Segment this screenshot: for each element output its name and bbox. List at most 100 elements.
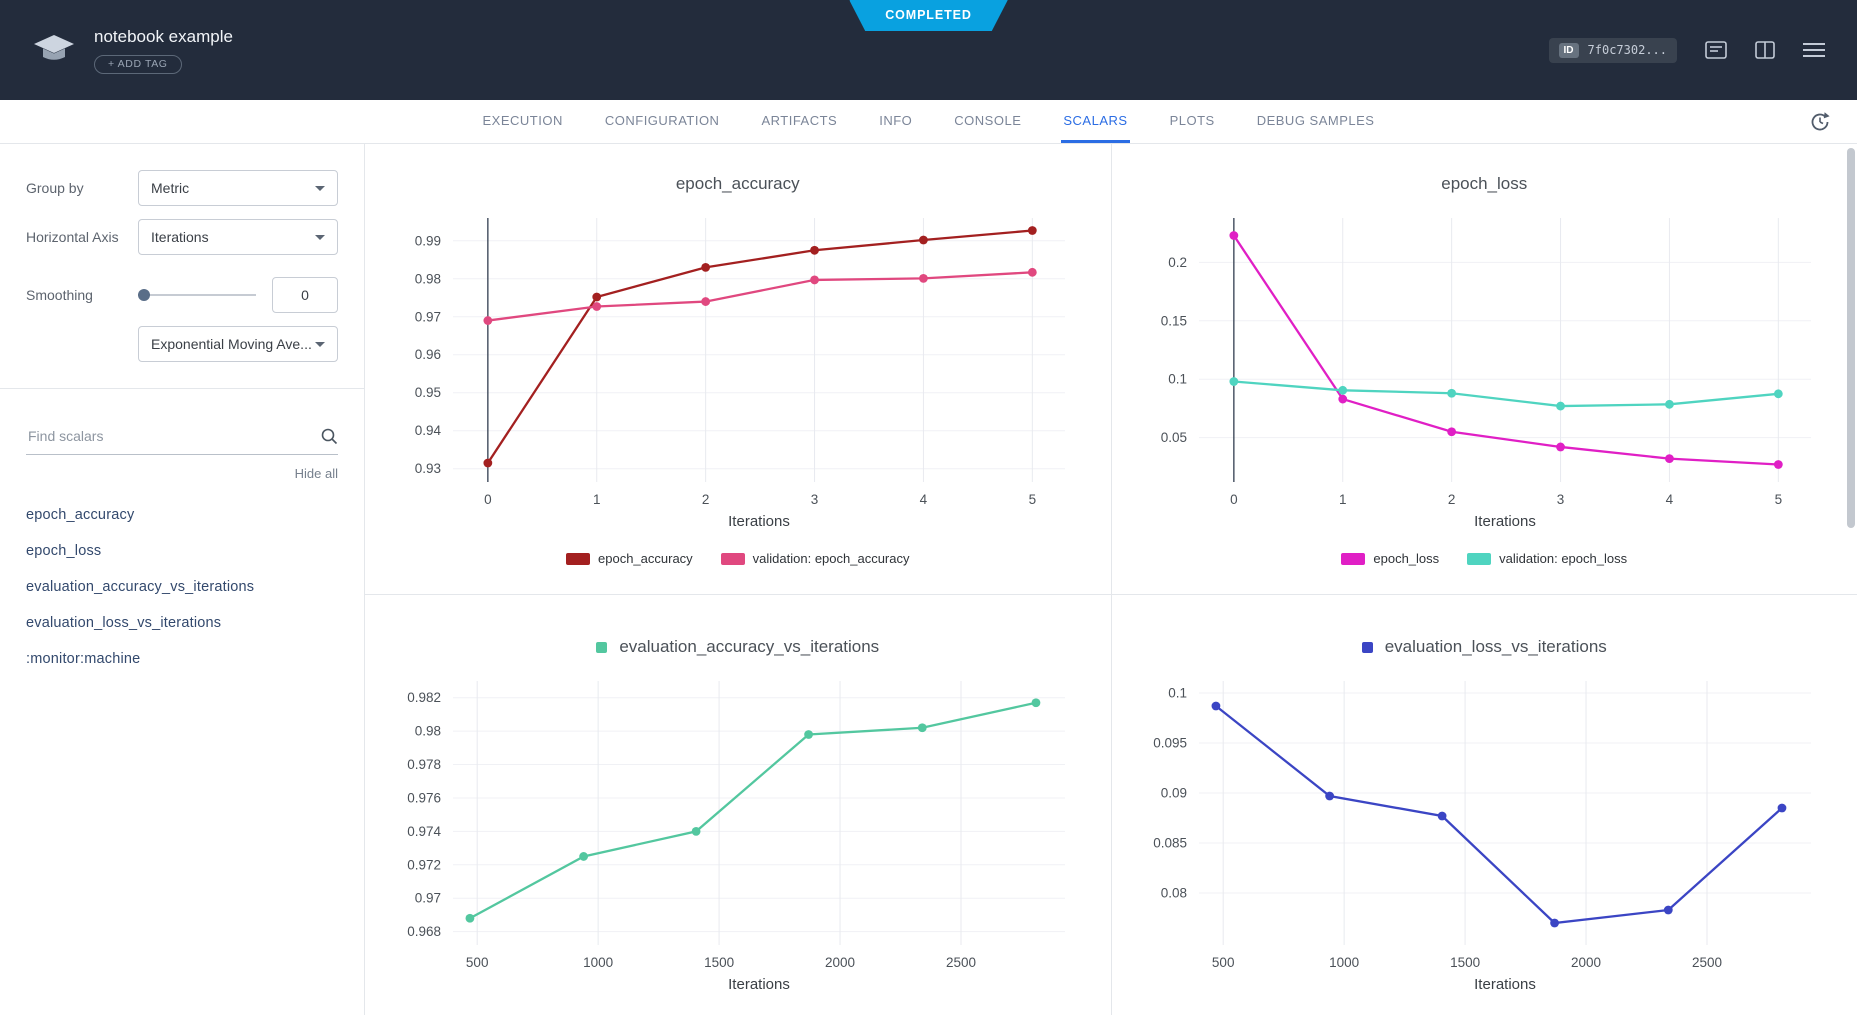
svg-text:Iterations: Iterations bbox=[728, 513, 790, 530]
group-by-select[interactable]: Metric bbox=[138, 170, 338, 206]
sidebar-metric-epoch-accuracy[interactable]: epoch_accuracy bbox=[26, 507, 135, 523]
chart-title-swatch bbox=[1361, 641, 1373, 653]
svg-text:500: 500 bbox=[1212, 955, 1235, 970]
chart-epoch-loss: epoch_loss 0.05 0.1 0.15 0.2 0 1 2 3 4 5 Iteration… bbox=[1112, 144, 1857, 594]
chart-epoch-accuracy: epoch_accuracy 0.93 0.94 0.95 0.96 0.97 0.98 0… bbox=[365, 144, 1112, 594]
horizontal-axis-select[interactable]: Iterations bbox=[138, 219, 338, 255]
charts-grid: epoch_accuracy 0.93 0.94 0.95 0.96 0.97 0.98 0… bbox=[365, 144, 1857, 1015]
smoothing-slider[interactable] bbox=[138, 289, 256, 301]
svg-text:0.99: 0.99 bbox=[414, 233, 440, 248]
app-logo-icon bbox=[32, 33, 76, 67]
tab-console[interactable]: CONSOLE bbox=[954, 112, 1022, 128]
legend-label: epoch_loss bbox=[1373, 551, 1440, 566]
svg-text:Iterations: Iterations bbox=[1474, 976, 1536, 993]
tab-plots[interactable]: PLOTS bbox=[1169, 112, 1215, 128]
tab-artifacts[interactable]: ARTIFACTS bbox=[761, 112, 838, 128]
content-area: Group by Metric Horizontal Axis Iteratio… bbox=[0, 144, 1857, 1015]
svg-text:0.095: 0.095 bbox=[1153, 736, 1187, 751]
experiment-title: notebook example bbox=[94, 26, 233, 46]
svg-text:2500: 2500 bbox=[946, 955, 976, 970]
vertical-scrollbar-thumb[interactable] bbox=[1847, 148, 1855, 528]
chart-evaluation-loss-vs-iterations: evaluation_loss_vs_iterations 0.08 0.085 0… bbox=[1112, 595, 1857, 1015]
group-by-row: Group by Metric bbox=[0, 170, 364, 206]
svg-text:0: 0 bbox=[1230, 492, 1238, 507]
svg-text:2500: 2500 bbox=[1692, 955, 1722, 970]
legend-label: epoch_accuracy bbox=[598, 551, 693, 566]
sidebar-metric-evaluation-loss[interactable]: evaluation_loss_vs_iterations bbox=[26, 615, 222, 631]
tab-configuration[interactable]: CONFIGURATION bbox=[604, 112, 720, 128]
svg-text:0.982: 0.982 bbox=[407, 690, 441, 705]
tab-info[interactable]: INFO bbox=[879, 112, 913, 128]
smoothing-label: Smoothing bbox=[26, 287, 93, 303]
svg-text:1: 1 bbox=[1339, 492, 1347, 507]
add-tag-button[interactable]: + ADD TAG bbox=[94, 54, 182, 74]
find-scalars-input[interactable] bbox=[26, 427, 320, 445]
charts-row-bottom: evaluation_accuracy_vs_iterations 0.968 0… bbox=[365, 595, 1857, 1015]
svg-text:5: 5 bbox=[1028, 492, 1036, 507]
hide-all-row: Hide all bbox=[26, 465, 338, 483]
svg-text:0.2: 0.2 bbox=[1168, 255, 1187, 270]
svg-text:0.05: 0.05 bbox=[1161, 430, 1187, 445]
status-badge: COMPLETED bbox=[849, 0, 1008, 31]
horizontal-axis-label: Horizontal Axis bbox=[26, 229, 119, 245]
svg-text:500: 500 bbox=[466, 955, 489, 970]
svg-text:0.09: 0.09 bbox=[1161, 786, 1187, 801]
sidebar-divider bbox=[0, 388, 364, 389]
legend-item[interactable]: epoch_loss bbox=[1341, 551, 1439, 566]
vertical-scrollbar bbox=[1847, 148, 1855, 1011]
scalars-sidebar: Group by Metric Horizontal Axis Iteratio… bbox=[0, 144, 365, 1015]
chart-canvas[interactable]: 0.968 0.97 0.972 0.974 0.976 0.978 0.98 0.982 50… bbox=[373, 667, 1103, 1002]
chart-title-text: evaluation_loss_vs_iterations bbox=[1384, 637, 1607, 656]
smoothing-type-select[interactable]: Exponential Moving Ave... bbox=[138, 326, 338, 362]
app-header: COMPLETED notebook example + ADD TAG ID … bbox=[0, 0, 1857, 100]
tab-execution[interactable]: EXECUTION bbox=[482, 112, 563, 128]
chart-evaluation-accuracy-vs-iterations: evaluation_accuracy_vs_iterations 0.968 0… bbox=[365, 595, 1112, 1015]
title-block: notebook example + ADD TAG bbox=[94, 27, 233, 74]
smoothing-value-input[interactable] bbox=[272, 277, 338, 313]
svg-text:0: 0 bbox=[484, 492, 492, 507]
svg-text:5: 5 bbox=[1775, 492, 1783, 507]
svg-text:4: 4 bbox=[919, 492, 927, 507]
svg-text:4: 4 bbox=[1666, 492, 1674, 507]
sidebar-metric-evaluation-accuracy[interactable]: evaluation_accuracy_vs_iterations bbox=[26, 579, 255, 595]
svg-text:Iterations: Iterations bbox=[1474, 513, 1536, 530]
svg-text:0.93: 0.93 bbox=[414, 461, 440, 476]
smoothing-slider-thumb[interactable] bbox=[138, 289, 150, 301]
svg-text:0.98: 0.98 bbox=[414, 271, 440, 286]
chevron-down-icon bbox=[315, 185, 325, 191]
horizontal-axis-value: Iterations bbox=[151, 229, 209, 245]
chart-title-text: evaluation_accuracy_vs_iterations bbox=[619, 637, 880, 656]
id-badge-label: ID bbox=[1558, 42, 1579, 58]
svg-text:2: 2 bbox=[702, 492, 710, 507]
svg-text:0.97: 0.97 bbox=[414, 309, 440, 324]
svg-text:Iterations: Iterations bbox=[728, 976, 790, 993]
svg-text:0.978: 0.978 bbox=[407, 757, 441, 772]
experiment-id-chip[interactable]: ID 7f0c7302... bbox=[1548, 37, 1677, 63]
svg-text:1: 1 bbox=[593, 492, 601, 507]
svg-text:2000: 2000 bbox=[1571, 955, 1601, 970]
tab-debug-samples[interactable]: DEBUG SAMPLES bbox=[1256, 112, 1375, 128]
chart-canvas[interactable]: 0.05 0.1 0.15 0.2 0 1 2 3 4 5 Iterations bbox=[1119, 204, 1849, 539]
auto-refresh-icon[interactable] bbox=[1809, 111, 1831, 133]
sidebar-metric-epoch-loss[interactable]: epoch_loss bbox=[26, 543, 102, 559]
find-scalars-row bbox=[26, 427, 338, 455]
hide-all-link[interactable]: Hide all bbox=[294, 466, 338, 481]
legend-item[interactable]: epoch_accuracy bbox=[566, 551, 693, 566]
legend-item[interactable]: validation: epoch_accuracy bbox=[720, 551, 910, 566]
legend-item[interactable]: validation: epoch_loss bbox=[1467, 551, 1627, 566]
svg-text:0.15: 0.15 bbox=[1161, 313, 1187, 328]
legend-swatch-icon bbox=[720, 552, 745, 565]
sidebar-metric-monitor-machine[interactable]: :monitor:machine bbox=[26, 651, 141, 667]
chart-canvas[interactable]: 0.08 0.085 0.09 0.095 0.1 500 1000 1500 2000 2500… bbox=[1119, 667, 1849, 1002]
details-panel-icon[interactable] bbox=[1705, 41, 1727, 59]
tab-scalars[interactable]: SCALARS bbox=[1061, 100, 1130, 143]
columns-layout-icon[interactable] bbox=[1755, 41, 1775, 59]
svg-text:3: 3 bbox=[1557, 492, 1565, 507]
legend-swatch-icon bbox=[1341, 552, 1366, 565]
search-icon[interactable] bbox=[320, 427, 338, 445]
hamburger-menu-icon[interactable] bbox=[1803, 42, 1825, 58]
svg-text:1500: 1500 bbox=[1450, 955, 1480, 970]
svg-text:2: 2 bbox=[1448, 492, 1456, 507]
chart-canvas[interactable]: 0.93 0.94 0.95 0.96 0.97 0.98 0.99 0 1 2 3 4 5 Iterat… bbox=[373, 204, 1103, 539]
smoothing-type-value: Exponential Moving Ave... bbox=[151, 336, 312, 352]
